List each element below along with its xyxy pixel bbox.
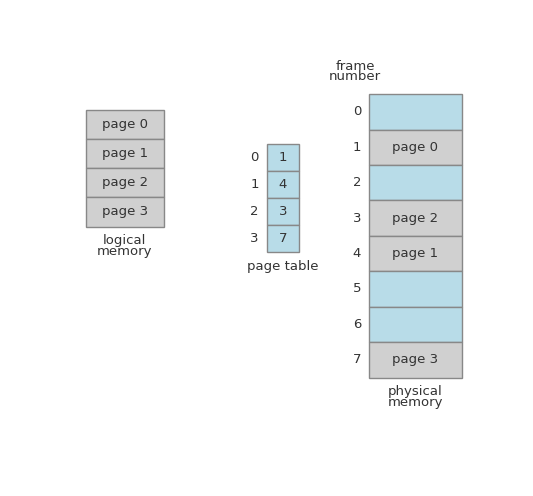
Bar: [266, 144, 299, 171]
Text: page 1: page 1: [392, 247, 439, 260]
Text: 4: 4: [353, 247, 361, 260]
Text: 0: 0: [353, 105, 361, 119]
Text: frame: frame: [335, 60, 375, 72]
Bar: [369, 200, 462, 236]
Bar: [266, 225, 299, 252]
Bar: [266, 198, 299, 225]
Bar: [266, 171, 299, 198]
Text: 7: 7: [279, 232, 287, 245]
Text: 2: 2: [353, 176, 361, 189]
Bar: [86, 197, 164, 227]
Text: 3: 3: [279, 205, 287, 218]
Bar: [369, 271, 462, 307]
Text: memory: memory: [387, 396, 443, 409]
Bar: [369, 165, 462, 200]
Text: page 3: page 3: [392, 353, 439, 367]
Text: number: number: [329, 70, 381, 83]
Text: page 2: page 2: [102, 176, 148, 189]
Text: page 0: page 0: [392, 141, 438, 154]
Text: 1: 1: [251, 178, 259, 191]
Text: page table: page table: [247, 260, 319, 273]
Bar: [369, 236, 462, 271]
Bar: [369, 94, 462, 129]
Text: page 0: page 0: [102, 118, 148, 131]
Text: physical: physical: [388, 385, 443, 398]
Bar: [86, 139, 164, 168]
Text: 7: 7: [353, 353, 361, 367]
Text: 1: 1: [353, 141, 361, 154]
Text: 6: 6: [353, 318, 361, 331]
Text: page 1: page 1: [102, 147, 148, 160]
Bar: [369, 307, 462, 342]
Text: 5: 5: [353, 283, 361, 296]
Text: 1: 1: [279, 151, 287, 164]
Bar: [86, 168, 164, 197]
Text: 3: 3: [251, 232, 259, 245]
Text: 2: 2: [251, 205, 259, 218]
Text: 0: 0: [251, 151, 259, 164]
Bar: [369, 129, 462, 165]
Text: page 3: page 3: [102, 205, 148, 218]
Text: memory: memory: [97, 245, 152, 258]
Bar: [369, 342, 462, 377]
Text: 3: 3: [353, 212, 361, 225]
Text: page 2: page 2: [392, 212, 439, 225]
Text: logical: logical: [103, 234, 147, 248]
Bar: [86, 110, 164, 139]
Text: 4: 4: [279, 178, 287, 191]
